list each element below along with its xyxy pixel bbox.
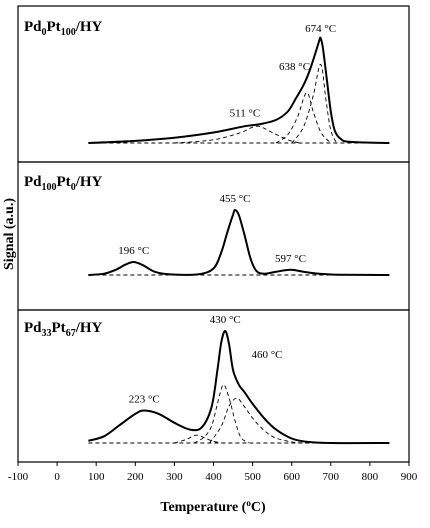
panel-2-signal-curve	[88, 209, 390, 276]
y-axis-label: Signal (a.u.)	[2, 198, 17, 270]
panel-3-peak-label-2: 430 °C	[210, 314, 241, 326]
panel-1-peak-label-1: 511 °C	[230, 108, 261, 120]
x-tick-label-1: 0	[54, 471, 60, 483]
panel-1-component-2	[275, 92, 332, 144]
x-tick-label-10: 900	[401, 471, 418, 483]
x-axis-label: Temperature (oC)	[160, 498, 266, 515]
x-tick-label-8: 700	[323, 471, 340, 483]
x-tick-label-0: -100	[8, 471, 29, 483]
panel-3-component-3	[209, 397, 308, 444]
panel-2-peak-label-2: 455 °C	[220, 193, 251, 205]
panel-3-signal-curve	[88, 330, 390, 445]
panel-title-2: Pd100Pt0/HY	[24, 174, 103, 193]
x-tick-label-4: 300	[166, 471, 183, 483]
x-tick-label-9: 800	[362, 471, 379, 483]
curves-layer: 511 °C 638 °C 674 °C 196 °C 455 °C 597 °C 223 …	[88, 23, 390, 445]
panel-1-component-3	[291, 63, 338, 144]
panel-1-component-1	[174, 125, 300, 144]
x-axis-ticks: -100 0 100 200 300 400 500 600 700 800 900	[8, 462, 418, 483]
panel-2-peak-label-1: 196 °C	[118, 245, 149, 257]
panel-3-peak-label-3: 460 °C	[251, 349, 282, 361]
panel-title-1: Pd0Pt100/HY	[24, 19, 103, 38]
x-tick-label-7: 600	[283, 471, 300, 483]
panel-title-3: Pd33Pt67/HY	[24, 320, 103, 339]
x-tick-label-5: 400	[205, 471, 222, 483]
x-tick-label-6: 500	[244, 471, 261, 483]
panel-2-peak-label-3: 597 °C	[275, 253, 306, 265]
panel-1-signal-curve	[88, 36, 390, 144]
panel-3-peak-label-1: 223 °C	[129, 394, 160, 406]
panel-3-component-2	[193, 384, 249, 444]
x-tick-label-2: 100	[88, 471, 105, 483]
panel-1-peak-label-3: 674 °C	[305, 23, 336, 35]
x-tick-label-3: 200	[127, 471, 144, 483]
panel-1-peak-label-2: 638 °C	[279, 61, 310, 73]
